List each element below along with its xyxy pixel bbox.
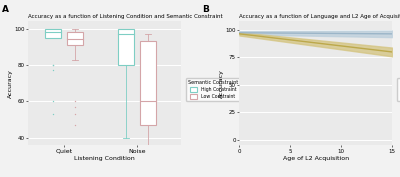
Legend: High Constraint, Low Constraint: High Constraint, Low Constraint — [186, 78, 241, 101]
Bar — [46, 28, 62, 38]
X-axis label: Age of L2 Acquisition: Age of L2 Acquisition — [283, 156, 349, 161]
Text: B: B — [202, 5, 209, 14]
Bar — [67, 32, 83, 45]
Legend: L1, L2: L1, L2 — [397, 78, 400, 101]
Text: Accuracy as a function of Language and L2 Age of Acquisition: Accuracy as a function of Language and L… — [240, 15, 400, 19]
X-axis label: Listening Condition: Listening Condition — [74, 156, 135, 161]
Y-axis label: Accuracy: Accuracy — [219, 69, 224, 98]
Text: Accuracy as a function of Listening Condition and Semantic Constraint: Accuracy as a function of Listening Cond… — [28, 15, 223, 19]
Text: A: A — [2, 5, 9, 14]
Y-axis label: Accuracy: Accuracy — [8, 69, 13, 98]
Bar — [140, 41, 156, 125]
Bar — [118, 28, 134, 65]
